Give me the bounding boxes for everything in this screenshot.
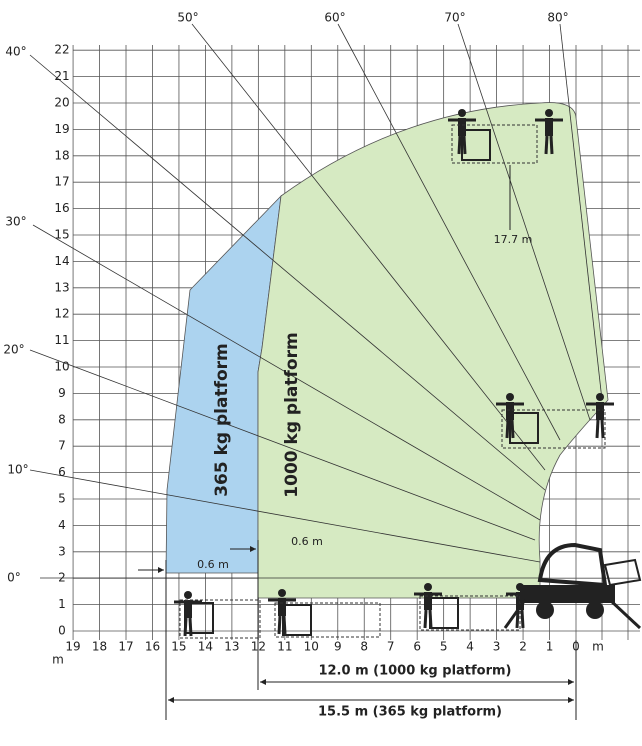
y-tick-label: 9	[58, 386, 66, 400]
dimension-label: 0.6 m	[197, 558, 229, 571]
angle-line	[29, 349, 536, 541]
y-tick-label: 2	[58, 571, 66, 585]
dimension-label: 17.7 m	[494, 233, 533, 246]
x-tick-label: 13	[224, 640, 239, 654]
y-tick-label: 11	[54, 333, 69, 347]
y-tick-label: 22	[54, 43, 69, 57]
angle-label: 0°	[7, 571, 21, 585]
y-tick-label: 1	[58, 597, 66, 611]
x-tick-label: 3	[493, 640, 501, 654]
y-tick-label: 0	[58, 624, 66, 638]
y-tick-label: 18	[54, 148, 69, 162]
x-tick-label: 5	[440, 640, 448, 654]
y-tick-label: 3	[58, 544, 66, 558]
y-tick-label: 7	[58, 439, 66, 453]
y-tick-label: 10	[54, 360, 69, 374]
x-tick-label: 10	[304, 640, 319, 654]
angle-label: 10°	[7, 463, 28, 477]
angle-label: 70°	[444, 11, 465, 25]
angle-line	[337, 23, 561, 441]
angle-line	[457, 23, 591, 421]
x-tick-label: 11	[277, 640, 292, 654]
angle-line	[191, 23, 546, 471]
angle-label: 20°	[3, 343, 24, 357]
zone-label: 365 kg platform	[212, 343, 232, 497]
x-unit: m	[592, 640, 604, 654]
angle-line	[29, 54, 546, 491]
x-tick-label: 12	[251, 640, 266, 654]
angle-lines	[29, 23, 603, 579]
x-tick-label: 9	[334, 640, 342, 654]
x-tick-label: 14	[198, 640, 213, 654]
x-tick-label: 1	[546, 640, 554, 654]
y-tick-label: 5	[58, 492, 66, 506]
angle-line	[559, 23, 603, 401]
y-tick-label: 4	[58, 518, 66, 532]
zone-label: 1000 kg platform	[282, 332, 302, 497]
x-tick-label: 2	[519, 640, 527, 654]
angle-label: 30°	[5, 215, 26, 229]
y-tick-label: 14	[54, 254, 69, 268]
angle-label: 40°	[5, 45, 26, 59]
y-tick-label: 20	[54, 96, 69, 110]
x-tick-label: 4	[466, 640, 474, 654]
angle-line	[29, 469, 541, 563]
x-tick-label: 8	[360, 640, 368, 654]
x-tick-label: 7	[387, 640, 395, 654]
y-tick-label: 17	[54, 175, 69, 189]
x-tick-label: 0	[572, 640, 580, 654]
dimension-label: 12.0 m (1000 kg platform)	[318, 664, 511, 679]
y-tick-label: 16	[54, 201, 69, 215]
angle-label: 50°	[177, 11, 198, 25]
y-unit: m	[52, 653, 64, 667]
angle-line	[32, 224, 541, 521]
dimensions	[138, 165, 577, 720]
x-tick-label: 15	[171, 640, 186, 654]
angle-label: 80°	[547, 11, 568, 25]
figures	[172, 107, 642, 639]
x-tick-label: 16	[145, 640, 160, 654]
y-tick-label: 13	[54, 280, 69, 294]
dimension-label: 0.6 m	[291, 535, 323, 548]
y-tick-label: 12	[54, 307, 69, 321]
y-tick-label: 8	[58, 412, 66, 426]
x-tick-label: 6	[413, 640, 421, 654]
y-tick-label: 15	[54, 228, 69, 242]
x-tick-label: 17	[118, 640, 133, 654]
y-tick-label: 6	[58, 465, 66, 479]
dimension-label: 15.5 m (365 kg platform)	[318, 705, 502, 720]
zone-1000	[257, 102, 609, 599]
x-tick-label: 19	[65, 640, 80, 654]
y-tick-label: 21	[54, 69, 69, 83]
angle-label: 60°	[324, 11, 345, 25]
y-tick-label: 19	[54, 122, 69, 136]
x-tick-label: 18	[92, 640, 107, 654]
